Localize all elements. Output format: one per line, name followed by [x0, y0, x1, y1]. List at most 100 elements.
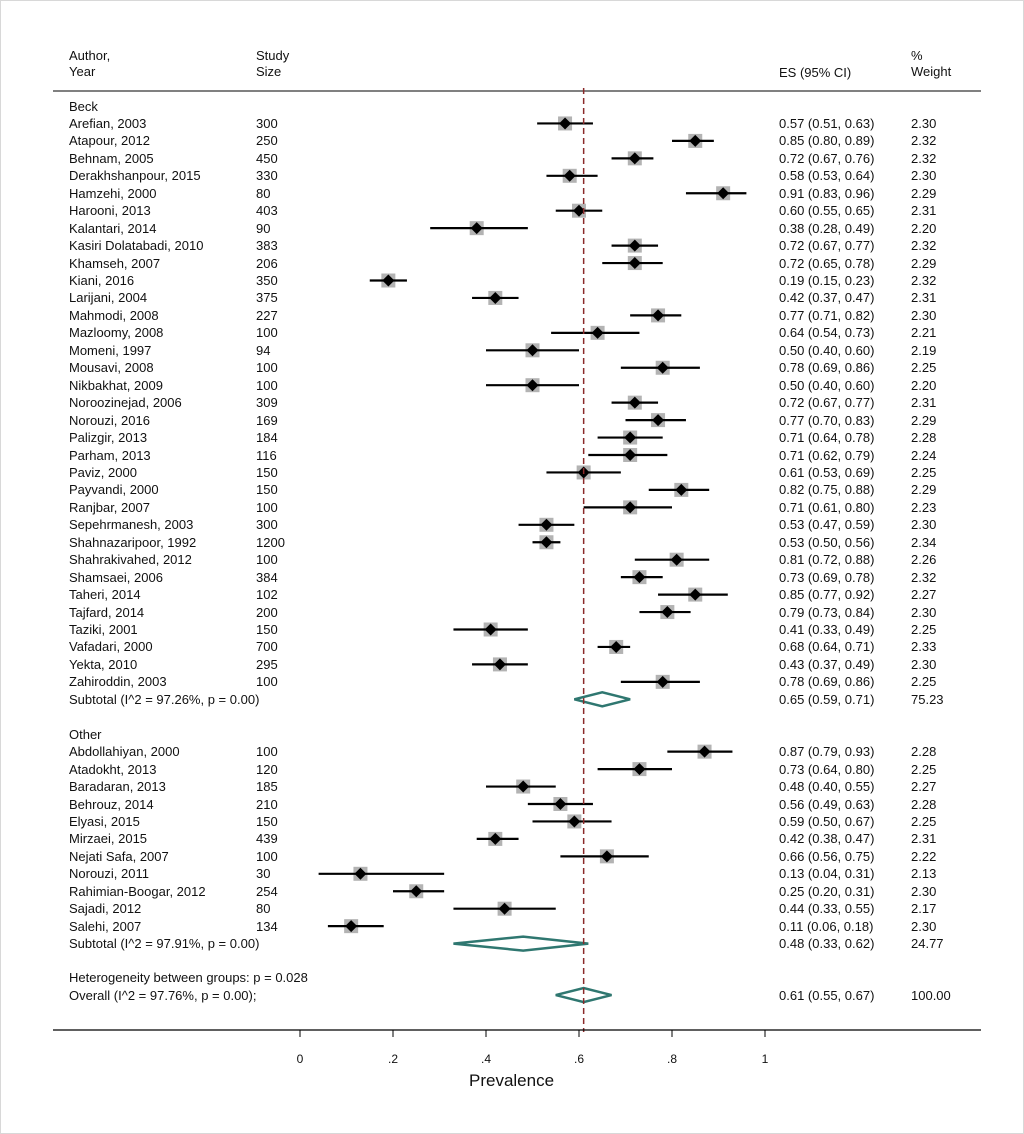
study-size: 295 — [256, 656, 278, 672]
study-ci: 0.61 (0.53, 0.69) — [779, 464, 875, 480]
study-size: 384 — [256, 569, 278, 585]
study-ci: 0.66 (0.56, 0.75) — [779, 848, 875, 864]
study-point — [628, 239, 641, 252]
study-author: Mazloomy, 2008 — [69, 325, 164, 341]
study-size: 100 — [256, 552, 278, 568]
study-author: Sajadi, 2012 — [69, 901, 142, 917]
study-weight: 2.30 — [911, 168, 937, 184]
study-weight: 2.25 — [911, 622, 937, 637]
study-weight: 2.26 — [911, 552, 937, 568]
study-weight: 2.25 — [911, 360, 937, 376]
study-weight: 2.32 — [911, 150, 937, 166]
x-tick-label: .2 — [387, 1052, 399, 1066]
study-point — [624, 449, 637, 461]
study-point — [563, 169, 576, 182]
study-weight: 2.33 — [911, 639, 937, 655]
study-size: 300 — [256, 115, 278, 131]
study-author: Mahmodi, 2008 — [69, 307, 159, 323]
study-ci: 0.11 (0.06, 0.18) — [779, 918, 874, 934]
study-author: Rahimian-Boogar, 2012 — [69, 883, 206, 899]
study-ci: 0.72 (0.65, 0.78) — [779, 255, 875, 271]
study-point — [670, 553, 683, 566]
study-ci: 0.41 (0.33, 0.49) — [779, 622, 875, 637]
study-author: Ranjbar, 2007 — [69, 499, 150, 515]
study-ci: 0.91 (0.83, 0.96) — [779, 185, 875, 201]
study-point — [573, 204, 585, 217]
study-weight: 2.30 — [911, 517, 937, 533]
study-size: 100 — [256, 325, 278, 341]
study-author: Hamzehi, 2000 — [69, 185, 157, 201]
study-size: 116 — [256, 447, 277, 463]
study-point — [661, 606, 674, 619]
study-weight: 2.32 — [911, 569, 937, 585]
study-author: Vafadari, 2000 — [69, 639, 153, 655]
study-point — [610, 640, 623, 653]
study-ci: 0.13 (0.04, 0.31) — [779, 866, 875, 882]
study-weight: 2.28 — [911, 796, 937, 812]
study-ci: 0.71 (0.64, 0.78) — [779, 430, 875, 446]
study-size: 150 — [256, 482, 278, 498]
study-ci: 0.38 (0.28, 0.49) — [779, 220, 875, 236]
study-weight: 2.31 — [911, 290, 937, 306]
study-weight: 2.32 — [911, 238, 937, 254]
subtotal-weight: 24.77 — [911, 936, 944, 952]
study-ci: 0.77 (0.71, 0.82) — [779, 307, 875, 323]
study-weight: 2.30 — [911, 115, 937, 131]
study-weight: 2.19 — [911, 342, 937, 358]
study-point — [540, 536, 553, 549]
study-weight: 2.25 — [911, 761, 937, 777]
study-point — [498, 902, 511, 915]
study-author: Kasiri Dolatabadi, 2010 — [69, 238, 204, 254]
study-size: 200 — [256, 604, 278, 620]
study-author: Atapour, 2012 — [69, 133, 150, 149]
study-author: Khamseh, 2007 — [69, 255, 161, 271]
study-ci: 0.71 (0.61, 0.80) — [779, 499, 875, 515]
study-point — [540, 518, 553, 531]
x-tick-label: 0 — [296, 1052, 304, 1066]
study-point — [410, 885, 423, 898]
study-ci: 0.50 (0.40, 0.60) — [779, 342, 875, 358]
study-size: 439 — [256, 831, 278, 847]
study-size: 90 — [256, 220, 271, 236]
study-weight: 2.25 — [911, 813, 937, 829]
study-size: 403 — [256, 203, 278, 219]
study-ci: 0.57 (0.51, 0.63) — [779, 115, 875, 131]
study-point — [382, 274, 395, 287]
study-size: 102 — [256, 587, 278, 603]
study-weight: 2.29 — [911, 482, 937, 498]
subtotal-ci: 0.65 (0.59, 0.71) — [779, 691, 875, 707]
subtotal-ci: 0.48 (0.33, 0.62) — [779, 936, 875, 952]
study-author: Nejati Safa, 2007 — [69, 848, 169, 864]
study-author: Sepehrmanesh, 2003 — [69, 517, 194, 533]
group-label: Beck — [69, 98, 98, 114]
study-author: Shahnazaripoor, 1992 — [69, 534, 197, 550]
study-point — [628, 152, 641, 165]
overall-ci: 0.61 (0.55, 0.67) — [779, 987, 875, 1003]
study-ci: 0.44 (0.33, 0.55) — [779, 901, 875, 917]
study-author: Payvandi, 2000 — [69, 482, 159, 498]
study-point — [354, 867, 367, 880]
study-author: Nikbakhat, 2009 — [69, 377, 163, 393]
study-point — [559, 117, 572, 130]
study-weight: 2.29 — [911, 185, 937, 201]
study-ci: 0.60 (0.55, 0.65) — [779, 203, 875, 219]
study-author: Behrouz, 2014 — [69, 796, 154, 812]
x-tick-label: .6 — [573, 1052, 585, 1066]
study-size: 206 — [256, 255, 278, 271]
study-ci: 0.50 (0.40, 0.60) — [779, 377, 875, 393]
study-size: 250 — [256, 133, 278, 149]
study-author: Taheri, 2014 — [69, 587, 141, 603]
study-point — [675, 483, 688, 496]
study-size: 120 — [256, 761, 278, 777]
study-weight: 2.28 — [911, 744, 937, 760]
x-tick-label: .4 — [480, 1052, 492, 1066]
study-author: Shamsaei, 2006 — [69, 569, 163, 585]
x-tick-label: .8 — [666, 1052, 678, 1066]
study-weight: 2.29 — [911, 412, 937, 428]
study-author: Shahrakivahed, 2012 — [69, 552, 192, 568]
study-author: Harooni, 2013 — [69, 203, 151, 219]
study-author: Salehi, 2007 — [69, 918, 142, 934]
study-size: 375 — [256, 290, 278, 306]
study-weight: 2.25 — [911, 674, 937, 690]
study-point — [689, 134, 702, 147]
